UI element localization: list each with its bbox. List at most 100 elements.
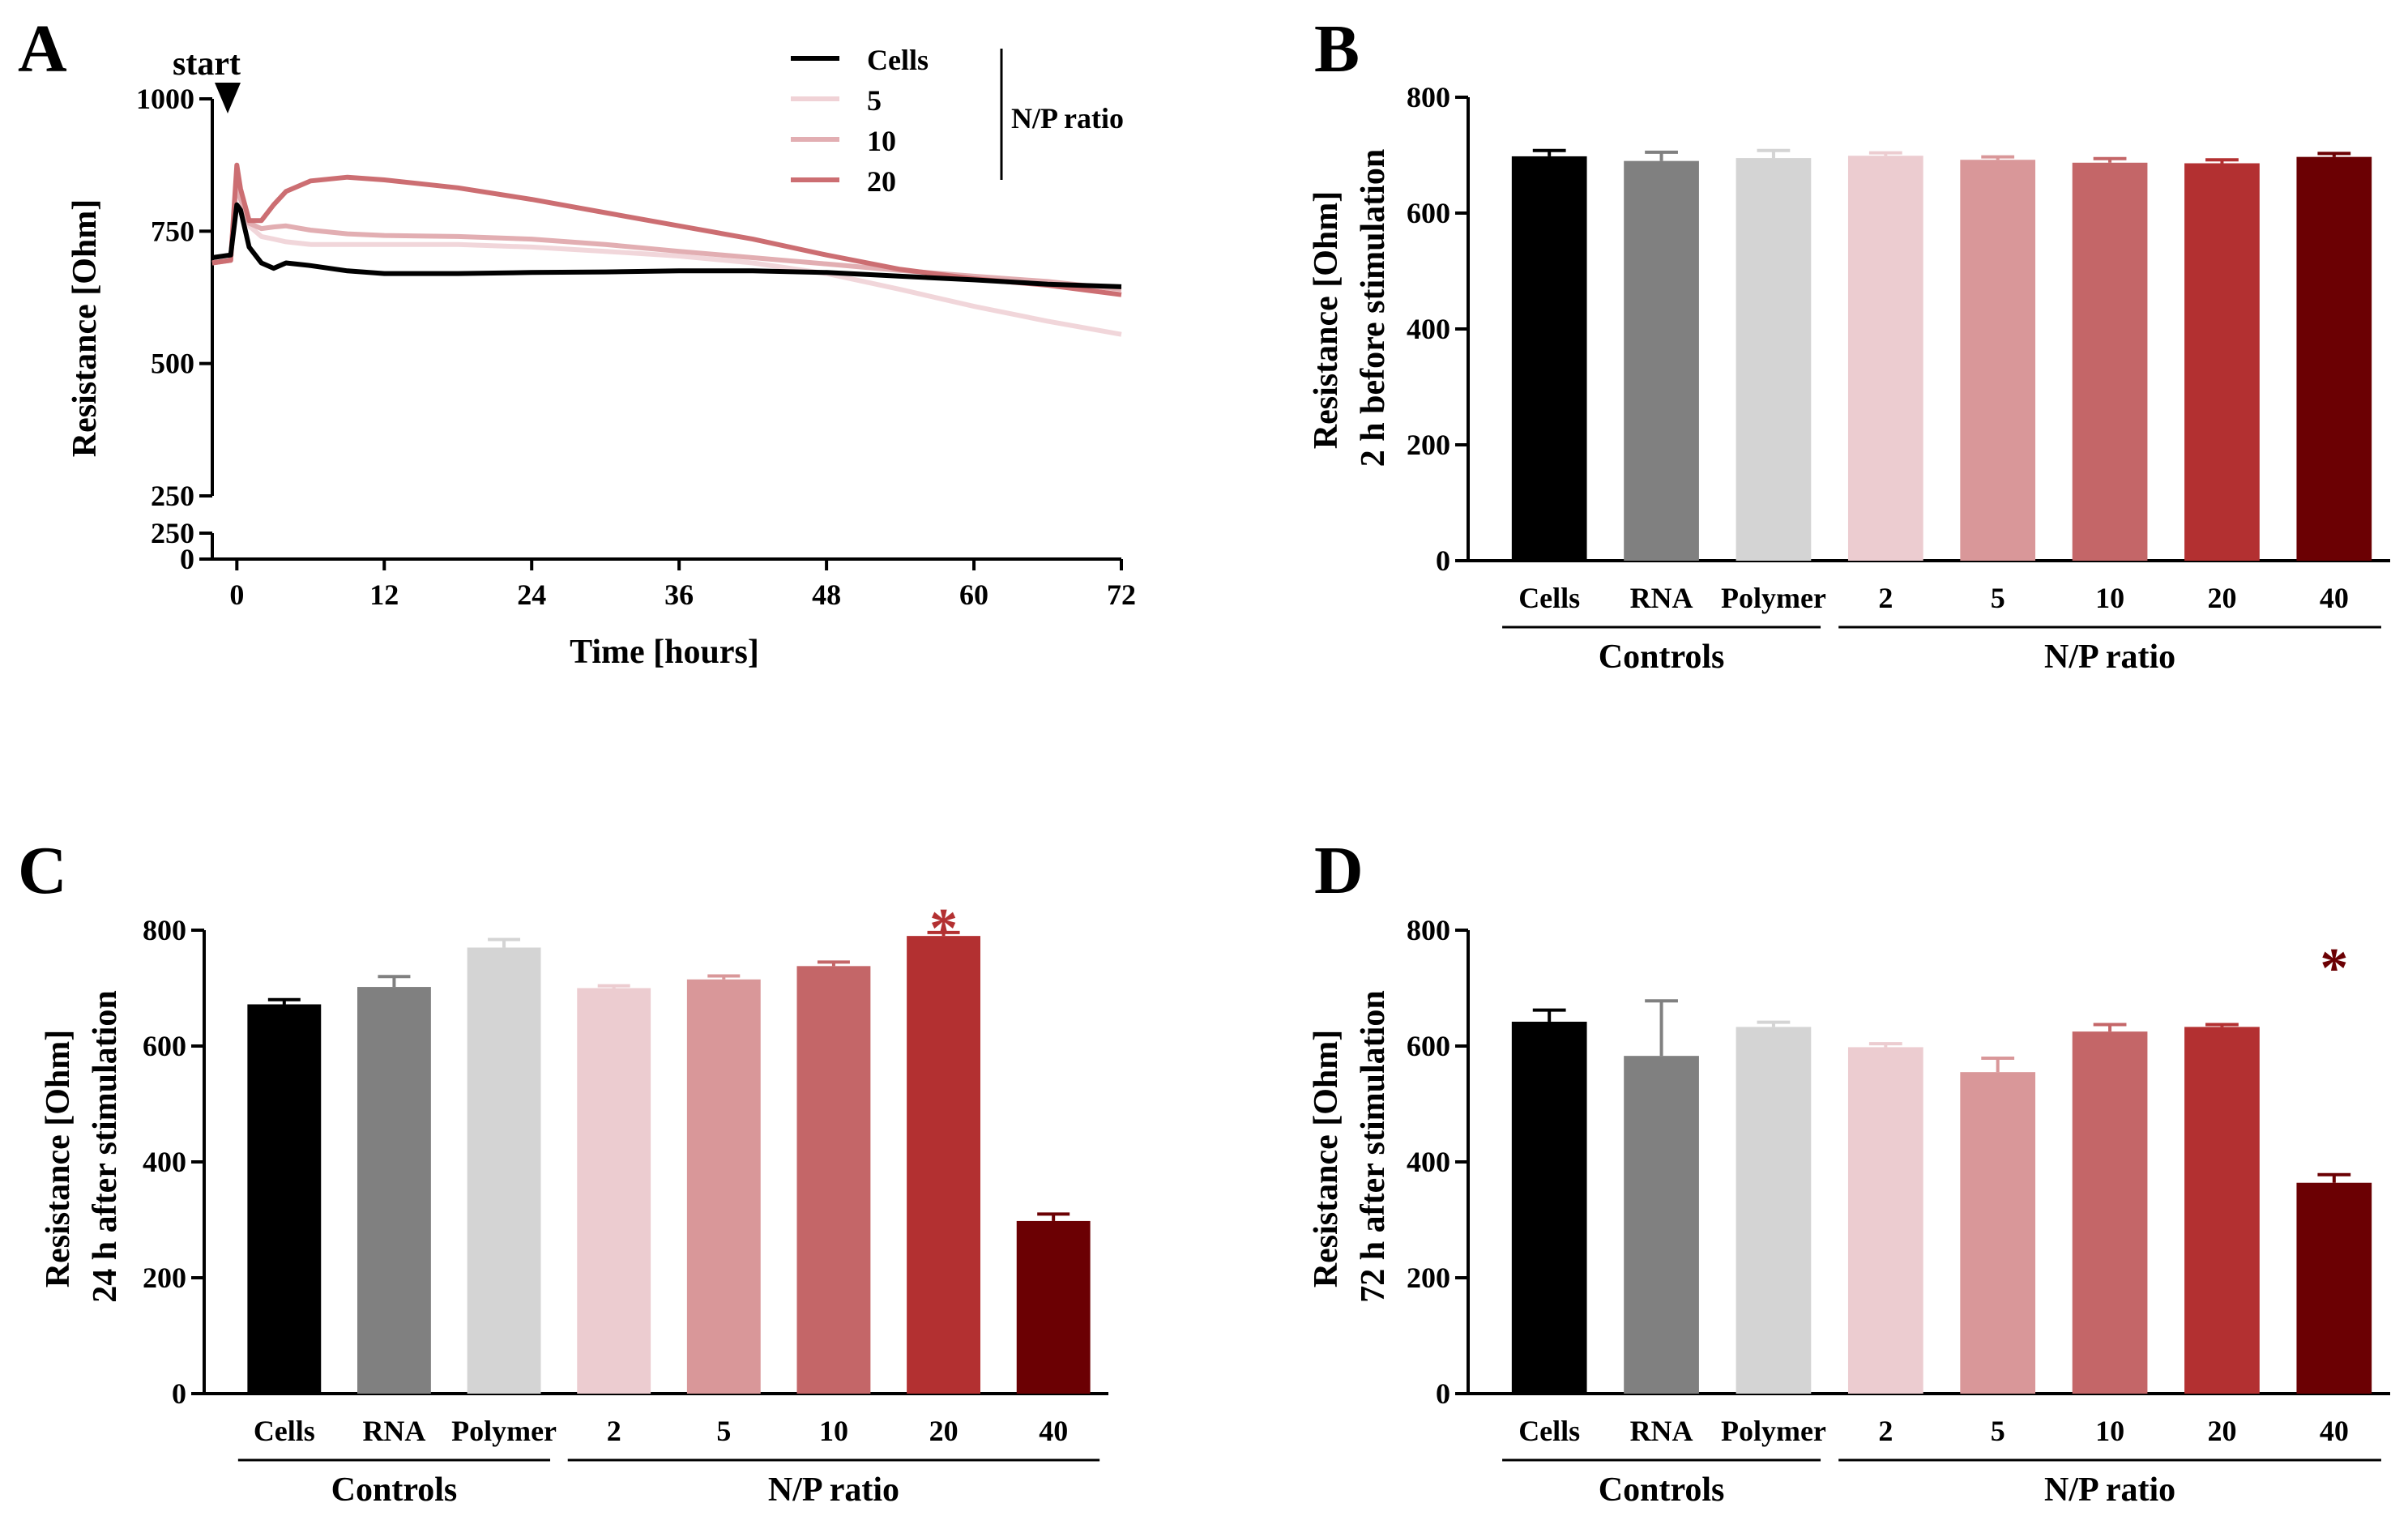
bar-cells [1511,156,1587,561]
bar-5 [686,979,761,1394]
x-tick-label: 0 [229,579,244,611]
x-tick-label: 5 [1991,582,2005,614]
panel-label-a: A [18,11,67,87]
panel-c: C Resistance [Ohm] 24 h after stimulatio… [18,833,1108,1509]
y-tick-label: 600 [1407,197,1450,229]
bar-20 [2184,163,2260,561]
legend: N/P ratio Cells 5 10 20 [791,44,1124,198]
bar-5 [1960,160,2036,561]
x-tick-label: 5 [716,1415,731,1447]
bar-polymer [1736,1027,1812,1394]
x-tick-label: 2 [607,1415,621,1447]
x-tick-label: 24 [517,579,546,611]
bar-20 [907,936,980,1394]
significance-marker: * [2320,937,2348,1000]
y-tick-label: 800 [143,914,186,946]
x-tick-label: 10 [819,1415,848,1447]
x-tick-label: 20 [2207,1415,2236,1447]
y-tick-label: 0 [172,1377,186,1410]
x-tick-label: 10 [2095,582,2124,614]
y-tick-label: 200 [1407,1262,1450,1294]
y-tick-label: 500 [151,348,194,380]
panel-d: D Resistance [Ohm] 72 h after stimulatio… [1308,833,2390,1509]
x-tick-label: 12 [369,579,399,611]
y-axis-label-line1: Resistance [Ohm] [40,1030,77,1287]
x-tick-label: 5 [1991,1415,2005,1447]
bar-rna [357,987,431,1394]
bar-2 [1847,1047,1923,1394]
legend-title: N/P ratio [1011,102,1124,135]
series-line-5 [211,170,1122,337]
x-axis-label: Time [hours] [570,634,759,671]
x-tick-label: RNA [1630,582,1693,614]
y-tick-label: 750 [151,215,194,247]
x-tick-label: RNA [362,1415,425,1447]
y-tick-label: 0 [1436,1377,1450,1410]
group-label: N/P ratio [768,1471,899,1509]
x-tick-label: 40 [1039,1415,1068,1447]
start-annotation: start [173,45,241,83]
legend-entry: 10 [867,125,896,157]
y-tick-label: 400 [143,1146,186,1178]
x-tick-label: 72 [1107,579,1136,611]
x-tick-label: 60 [959,579,988,611]
legend-entry: Cells [867,44,929,76]
panel-b: B Resistance [Ohm] 2 h before stimulatio… [1308,11,2390,676]
bar-2 [577,988,651,1394]
bar-40 [2296,1182,2372,1394]
bar-cells [1511,1021,1587,1394]
bar-rna [1624,160,1699,561]
group-label: N/P ratio [2044,638,2175,676]
bar-40 [2296,156,2372,561]
y-axis-label: Resistance [Ohm] [66,199,104,457]
bar-10 [796,966,871,1394]
bar-polymer [467,947,541,1394]
y-axis-label-line1: Resistance [Ohm] [1308,191,1345,449]
bar-plot: 0 200 400 600 800 Cells RNA Polymer 2 5 10 20 40 Cont… [1407,81,2390,676]
y-axis-label-line2: 72 h after stimulation [1355,990,1392,1302]
y-tick-label: 400 [1407,313,1450,345]
bar-10 [2072,1031,2148,1394]
legend-entry: 20 [867,165,896,198]
bar-plot: 0 200 400 600 800 Cells RNA Polymer 2 5 10 20 40 Cont… [143,898,1108,1509]
x-tick-label: Polymer [451,1415,557,1447]
x-tick-label: 20 [2207,582,2236,614]
bar-40 [1016,1220,1091,1394]
y-axis-label-line1: Resistance [Ohm] [1308,1030,1345,1287]
panel-label-d: D [1314,833,1364,908]
y-axis-label-line2: 2 h before stimulation [1355,149,1392,467]
panel-label-b: B [1314,11,1360,87]
series-line-cells [211,202,1122,289]
bar-plot: 0 200 400 600 800 Cells RNA Polymer 2 5 10 20 40 Cont… [1407,914,2390,1509]
x-tick-label: Cells [1518,1415,1580,1447]
x-tick-label: 10 [2095,1415,2124,1447]
bar-polymer [1736,158,1812,561]
bar-20 [2184,1027,2260,1394]
bar-cells [247,1004,322,1394]
x-tick-label: RNA [1630,1415,1693,1447]
x-tick-label: Cells [1518,582,1580,614]
group-label: Controls [1599,638,1725,676]
x-tick-label: Cells [254,1415,315,1447]
legend-entry: 5 [867,84,882,117]
bar-2 [1847,156,1923,561]
y-tick-label: 0 [1436,544,1450,577]
x-tick-label: 20 [929,1415,959,1447]
bar-rna [1624,1056,1699,1394]
y-tick-label: 1000 [136,83,194,115]
y-tick-label: 600 [1407,1030,1450,1062]
series-line-20 [211,162,1122,297]
x-tick-label: 36 [664,579,694,611]
y-tick-label: 200 [143,1262,186,1294]
significance-marker: * [929,898,958,960]
panel-label-c: C [18,833,67,908]
y-tick-label: 200 [1407,429,1450,461]
y-tick-label: 800 [1407,81,1450,113]
y-tick-label: 600 [143,1030,186,1062]
group-label: Controls [1599,1471,1725,1509]
x-tick-label: 2 [1878,1415,1893,1447]
y-tick-label: 400 [1407,1146,1450,1178]
